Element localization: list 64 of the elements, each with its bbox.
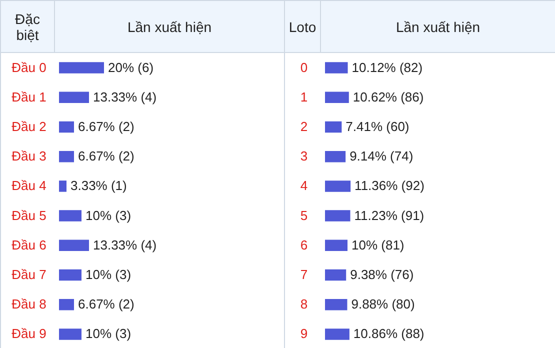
bar <box>59 210 82 222</box>
data-label: 9.14% (74) <box>350 148 414 164</box>
y-tick-label: Đầu 2 <box>12 119 46 134</box>
y-tick-label: 4 <box>300 178 308 194</box>
data-label: 13.33% (4) <box>92 89 157 104</box>
bar <box>59 62 104 74</box>
bar <box>59 328 82 340</box>
bar <box>325 210 350 222</box>
y-tick-label: Đầu 8 <box>12 296 46 312</box>
y-tick-label: Đầu 6 <box>12 237 46 252</box>
data-label: 10% (81) <box>352 237 404 252</box>
y-tick-label: 3 <box>300 148 308 164</box>
data-label: 11.36% (92) <box>354 178 424 194</box>
data-label: 9.88% (80) <box>351 296 415 312</box>
data-label: 10.12% (82) <box>352 60 423 75</box>
bar <box>325 180 351 192</box>
y-tick-label: 9 <box>300 326 308 342</box>
bar <box>325 328 350 340</box>
y-tick-label: Đầu 9 <box>12 326 46 342</box>
data-label: 10.86% (88) <box>353 326 424 342</box>
bar <box>325 240 348 252</box>
y-tick-label: Đầu 4 <box>12 178 46 194</box>
data-label: 9.38% (76) <box>350 267 414 282</box>
y-tick-label: 5 <box>300 208 308 223</box>
y-tick-label: 1 <box>300 89 308 104</box>
y-axis-title: Đặc biệt <box>1 1 55 52</box>
bar <box>325 150 346 162</box>
bar <box>59 269 82 281</box>
y-tick-label: Đầu 3 <box>12 148 46 164</box>
data-label: 3.33% (1) <box>70 178 127 194</box>
y-tick-label: Đầu 5 <box>12 208 46 223</box>
data-label: 6.67% (2) <box>78 296 134 312</box>
y-axis-title: Loto <box>285 1 321 52</box>
bar <box>59 298 74 310</box>
bar <box>59 180 66 192</box>
data-label: 20% (6) <box>108 60 154 75</box>
y-tick-label: Đầu 7 <box>12 267 46 282</box>
bar <box>325 62 348 74</box>
bar <box>325 92 349 104</box>
data-label: 10% (3) <box>86 326 132 342</box>
data-label: 10% (3) <box>86 267 132 282</box>
x-axis-title: Lần xuất hiện <box>394 18 482 36</box>
data-label: 13.33% (4) <box>92 237 157 252</box>
data-label: 10.62% (86) <box>352 89 424 104</box>
y-tick-label: 2 <box>300 119 308 134</box>
bar <box>325 121 342 133</box>
data-label: 10% (3) <box>86 208 132 223</box>
bar <box>325 269 346 281</box>
data-label: 6.67% (2) <box>78 148 134 164</box>
bar <box>59 92 89 104</box>
x-axis-title: Lần xuất hiện <box>126 18 213 36</box>
data-label: 11.23% (91) <box>354 208 424 223</box>
y-tick-label: 6 <box>300 237 308 252</box>
y-tick-label: 7 <box>300 267 308 282</box>
bar <box>59 240 89 252</box>
y-tick-label: 0 <box>300 60 308 75</box>
bar <box>59 121 74 133</box>
y-tick-label: Đầu 0 <box>12 60 46 75</box>
y-tick-label: Đầu 1 <box>12 89 46 104</box>
y-tick-label: 8 <box>300 296 308 312</box>
bar <box>325 298 348 310</box>
data-label: 6.67% (2) <box>78 119 134 134</box>
bar <box>59 150 74 162</box>
data-label: 7.41% (60) <box>346 119 410 134</box>
